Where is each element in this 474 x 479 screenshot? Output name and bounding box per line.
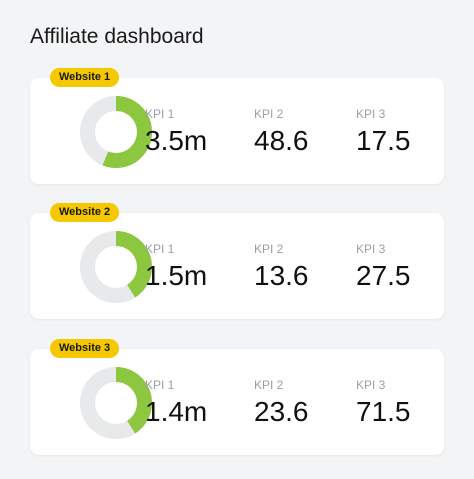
kpi-2: KPI 2 13.6 [254, 242, 309, 292]
kpi-label: KPI 2 [254, 242, 284, 256]
kpi-value: 1.4m [145, 396, 208, 427]
kpi-1: KPI 1 3.5m [145, 107, 207, 157]
kpi-label: KPI 3 [356, 378, 386, 392]
kpi-value: 13.6 [254, 260, 309, 291]
website-card-3[interactable]: KPI 1 1.4m KPI 2 23.6 KPI 3 71.5 [30, 349, 444, 455]
page-title: Affiliate dashboard [30, 25, 204, 48]
kpi-value: 27.5 [356, 260, 411, 291]
kpi-label: KPI 3 [356, 242, 386, 256]
kpi-value: 1.5m [145, 260, 208, 291]
kpi-3: KPI 3 27.5 [356, 242, 411, 292]
kpi-value: 17.5 [356, 125, 411, 156]
donut-chart-website-1 [80, 96, 152, 168]
kpi-label: KPI 1 [145, 107, 175, 121]
kpi-label: KPI 2 [254, 378, 284, 392]
kpi-1: KPI 1 1.4m [145, 378, 207, 428]
donut-progress-arc [80, 231, 152, 303]
kpi-2: KPI 2 23.6 [254, 378, 309, 428]
kpi-value: 23.6 [254, 396, 309, 427]
kpi-1: KPI 1 1.5m [145, 242, 207, 292]
kpi-label: KPI 1 [145, 242, 175, 256]
donut-chart-website-2 [80, 231, 152, 303]
website-badge-1[interactable]: Website 1 [50, 68, 120, 87]
kpi-2: KPI 2 48.6 [254, 107, 309, 157]
website-badge-3[interactable]: Website 3 [50, 339, 120, 358]
donut-progress-arc [80, 96, 152, 168]
kpi-label: KPI 3 [356, 107, 386, 121]
kpi-3: KPI 3 17.5 [356, 107, 411, 157]
website-card-2[interactable]: KPI 1 1.5m KPI 2 13.6 KPI 3 27.5 [30, 213, 444, 319]
kpi-value: 48.6 [254, 125, 309, 156]
donut-chart-website-3 [80, 367, 152, 439]
kpi-label: KPI 2 [254, 107, 284, 121]
website-badge-2[interactable]: Website 2 [50, 203, 120, 222]
donut-progress-arc [80, 367, 152, 439]
kpi-value: 3.5m [145, 125, 208, 156]
kpi-3: KPI 3 71.5 [356, 378, 411, 428]
kpi-value: 71.5 [356, 396, 411, 427]
kpi-label: KPI 1 [145, 378, 175, 392]
website-card-1[interactable]: KPI 1 3.5m KPI 2 48.6 KPI 3 17.5 [30, 78, 444, 184]
